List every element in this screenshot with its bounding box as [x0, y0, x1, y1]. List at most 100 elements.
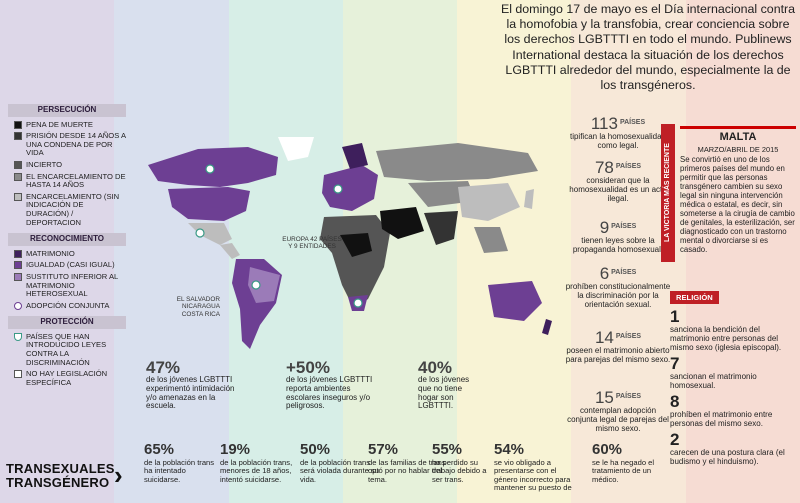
malta-text: Se convirtió en uno de los primeros país…: [680, 155, 795, 254]
swatch: [14, 172, 22, 181]
stat-text: de los jóvenes LGBTTTI reporta ambientes…: [286, 375, 373, 411]
shield-icon: [353, 298, 363, 308]
stat-text: se le ha negado el tratamiento de un méd…: [592, 458, 655, 484]
legend-item: SUSTITUTO INFERIOR AL MATRIMONIO HETEROS…: [14, 271, 126, 299]
chevron-right-icon: ›: [114, 460, 123, 490]
legend-item: INCIERTO: [14, 159, 126, 170]
legend-item: MATRIMONIO: [14, 248, 126, 259]
stat-text: de los jóvenes LGBTTTI experimentó intim…: [146, 375, 235, 411]
stat-text: se vio obligado a presentarse con el gén…: [494, 458, 572, 493]
stat-text: de los jóvenes que no tiene hogar son LG…: [418, 375, 470, 411]
stat-number: 60%: [592, 441, 623, 458]
central-america-label: EL SALVADOR NICARAGUA COSTA RICA: [176, 296, 220, 318]
country-count: 15 PAÍSES contemplan adopción conjunta leg…: [565, 388, 671, 434]
bottom-stat: 60% se le ha negado el tratamiento de un …: [592, 442, 656, 484]
band-yellow: [457, 0, 572, 503]
religion-number: 1: [670, 307, 680, 326]
bottom-stat: 19% de la población trans, menores de 18 …: [220, 442, 300, 484]
count-unit: PAÍSES: [615, 163, 642, 170]
count-unit: PAÍSES: [611, 269, 637, 276]
swatch: [14, 249, 22, 258]
legend-label: SUSTITUTO INFERIOR AL MATRIMONIO HETEROS…: [26, 271, 118, 299]
legend-persecucion-title: PERSECUCIÓN: [8, 104, 126, 117]
religion-number: 2: [670, 430, 680, 449]
legend: PERSECUCIÓN PENA DE MUERTE PRISIÓN DESDE…: [8, 104, 126, 390]
malta-date: MARZO/ABRIL DE 2015: [697, 145, 779, 154]
stat-text: de las familias de trans optó por no hab…: [368, 458, 446, 484]
legend-item: ENCARCELAMIENTO (SIN INDICACIÓN DE DURAC…: [14, 191, 126, 227]
adoption-icon: [14, 301, 22, 310]
legend-label: INCIERTO: [26, 159, 63, 169]
legend-label: ENCARCELAMIENTO (SIN INDICACIÓN DE DURAC…: [26, 191, 120, 227]
scandinavia-shape: [342, 143, 368, 169]
count-number: 14: [594, 328, 614, 347]
legend-label: PENA DE MUERTE: [26, 119, 93, 129]
count-number: 113: [590, 114, 618, 133]
religion-number: 8: [670, 392, 680, 411]
legend-label: PAÍSES QUE HAN INTRODUCIDO LEYES CONTRA …: [26, 331, 107, 367]
mexico-shape: [188, 223, 232, 245]
swatch: [14, 160, 22, 169]
legend-proteccion-title: PROTECCIÓN: [8, 316, 126, 329]
legend-item: EL ENCARCELAMIENTO DE HASTA 14 AÑOS: [14, 171, 126, 190]
stat-block: +50% de los jóvenes LGBTTTI reporta ambi…: [286, 358, 382, 411]
swatch: [14, 132, 22, 141]
new-zealand-shape: [542, 319, 552, 335]
count-text: contemplan adopción conjunta legal de pa…: [567, 406, 669, 434]
religion-text: sanciona la bendición del matrimonio ent…: [670, 325, 782, 352]
south-asia-shape: [424, 211, 458, 245]
country-count: 9 PAÍSES tienen leyes sobre la propaganda …: [565, 218, 671, 254]
legend-item: PAÍSES QUE HAN INTRODUCIDO LEYES CONTRA …: [14, 331, 126, 367]
southeast-asia-shape: [474, 227, 508, 253]
count-text: tipifican la homosexualidad como legal.: [569, 132, 667, 151]
shield-icon: [333, 184, 343, 194]
bottom-stat: 50% de la población trans será violada du…: [300, 442, 380, 484]
legend-item: NO HAY LEGISLACIÓN ESPECÍFICA: [14, 369, 126, 387]
stat-number: +50%: [286, 358, 330, 377]
legend-label: IGUALDAD (CASI IGUAL): [26, 260, 115, 270]
bottom-stat: 65% de la población trans ha intentado su…: [144, 442, 224, 484]
religion-box: RELIGIÓN 1 sanciona la bendición del mat…: [670, 287, 796, 466]
count-number: 15: [594, 388, 614, 407]
religion-title: RELIGIÓN: [670, 291, 719, 304]
country-count: 14 PAÍSES poseen el matrimonio abierto par…: [565, 328, 671, 364]
religion-text: carecen de una postura clara (el budismo…: [670, 448, 785, 466]
china-shape: [458, 183, 520, 221]
religion-text: sancionan el matrimonio homosexual.: [670, 372, 757, 390]
shield-icon: [205, 164, 215, 174]
brazil-shape: [248, 267, 280, 303]
legend-label: PRISIÓN DESDE 14 AÑOS A UNA CONDENA DE P…: [26, 131, 126, 158]
legend-item: IGUALDAD (CASI IGUAL): [14, 261, 126, 270]
legend-reconocimiento-title: RECONOCIMIENTO: [8, 233, 126, 246]
count-text: consideran que la homosexualidad es un a…: [569, 176, 667, 204]
stat-number: 47%: [146, 358, 181, 377]
band-blue: [114, 0, 229, 503]
stat-number: 55%: [432, 441, 463, 458]
russia-shape: [376, 143, 538, 181]
trans-title: TRANSEXUALES TRANSGÉNERO: [6, 461, 115, 490]
sahel-shape: [340, 233, 372, 257]
greenland-shape: [278, 137, 314, 161]
stat-block: 40% de los jóvenes que no tiene hogar so…: [418, 359, 482, 411]
count-text: poseen el matrimonio abierto para pareja…: [565, 346, 671, 365]
stat-number: 50%: [300, 441, 331, 458]
legend-label: MATRIMONIO: [26, 248, 75, 258]
bottom-stat: 57% de las familias de trans optó por no …: [368, 442, 448, 484]
africa-shape: [320, 215, 390, 309]
country-count: 6 PAÍSES prohíben constitucionalmente la d…: [565, 264, 671, 310]
stat-text: de la población trans, menores de 18 año…: [220, 458, 293, 484]
australia-shape: [488, 281, 542, 321]
stat-number: 19%: [220, 441, 251, 458]
swatch: [14, 261, 22, 270]
bottom-stat: 55% ha perdido su trabajo debido a ser tr…: [432, 442, 488, 484]
legend-item: ADOPCIÓN CONJUNTA: [14, 301, 126, 311]
legend-label: NO HAY LEGISLACIÓN ESPECÍFICA: [26, 369, 108, 387]
band-red: [685, 0, 800, 503]
shield-icon: [195, 228, 205, 238]
europe-label: EUROPA 42 PAÍSES Y 9 ENTIDADES: [282, 236, 342, 251]
legend-label: EL ENCARCELAMIENTO DE HASTA 14 AÑOS: [26, 171, 126, 190]
victoria-label: LA VICTORIA MÁS RECIENTE: [661, 124, 675, 262]
religion-number: 7: [670, 354, 680, 373]
shield-icon: [14, 332, 22, 341]
stat-text: ha perdido su trabajo debido a ser trans…: [432, 458, 487, 484]
